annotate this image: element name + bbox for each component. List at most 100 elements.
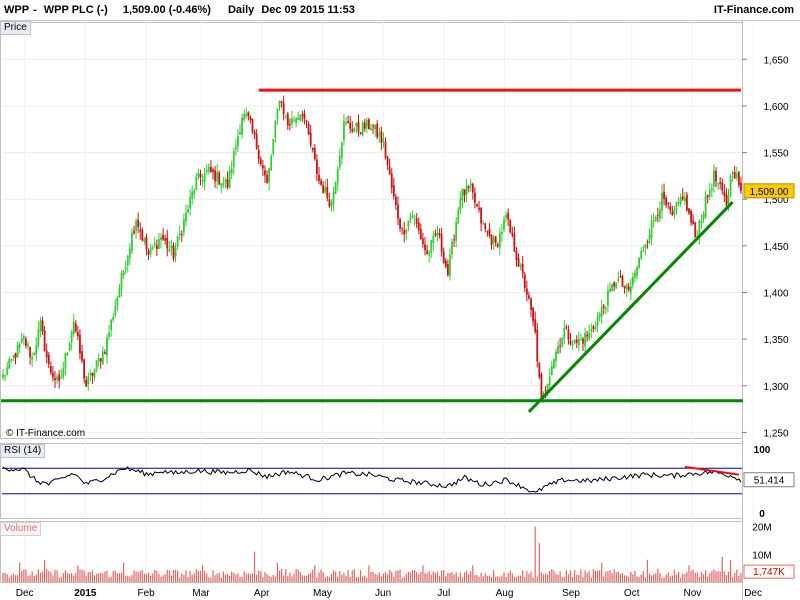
volume-bar [312,569,314,582]
volume-bar [709,572,711,582]
candle-body [407,220,410,227]
candle-body [301,114,304,116]
candle-body [257,149,260,160]
candle-body [145,236,148,250]
candle-body [64,353,67,369]
candle-body [690,210,692,223]
volume-bar [613,569,615,582]
candle-body [496,244,499,247]
candle-body [503,219,505,230]
candle-body [436,233,439,237]
candle-body [698,220,701,237]
candle-body [442,251,445,264]
candle-body [12,355,15,358]
candle-body [646,241,649,243]
volume-bar [640,574,642,582]
candle-body [332,192,335,205]
candle-body [81,351,83,361]
volume-bar [98,573,100,582]
volume-bar [179,577,181,582]
candle-body [397,204,399,219]
candle-body [43,330,46,352]
volume-bar [736,569,738,582]
candle-body [259,159,262,164]
candle-body [324,187,327,193]
candle-body [58,374,61,381]
candle-body [453,239,456,241]
volume-bar [41,571,44,582]
volume-bar [341,574,343,582]
candle-body [103,352,106,354]
volume-bar [667,572,669,582]
volume-bar [480,573,482,582]
volume-bar [89,572,91,582]
month-tick-label: Dec [16,588,34,599]
candle-body [552,359,555,369]
volume-bar [191,574,193,582]
volume-bar [297,569,299,582]
volume-bar [441,570,443,582]
candle-body [588,332,591,340]
candle-body [345,122,347,124]
candle-body [473,192,476,203]
volume-bar [524,577,526,582]
candle-body [97,358,100,361]
candle-body [309,132,312,146]
candle-body [673,208,676,214]
volume-bar [526,570,528,582]
volume-bar [580,569,582,582]
candle-body [702,214,705,220]
candle-body [413,216,416,218]
candle-body [417,222,420,231]
candle-body [187,209,189,213]
candle-body [455,222,458,241]
volume-bar [12,573,15,582]
trend-line [527,200,734,413]
candle-body [128,248,131,259]
volume-bar [270,576,272,582]
volume-bar [582,577,584,582]
volume-bar [738,575,740,582]
candle-body [382,139,385,142]
candle-body [731,172,734,174]
rsi-panel-frame [0,443,743,519]
volume-bar [411,569,414,582]
month-tick-label: Mar [192,588,210,599]
volume-bar [416,571,418,582]
volume-bar [293,573,295,582]
candle-body [322,185,325,194]
volume-bar [262,577,264,582]
volume-bar [569,570,572,582]
volume-bar [513,576,515,582]
candle-body [590,328,593,332]
candle-body [363,122,366,129]
candle-body [60,377,63,379]
volume-bar [60,577,62,582]
volume-bar [154,569,156,582]
candle-body [694,222,697,237]
volume-bar [445,576,447,582]
candle-body [467,186,470,188]
candle-body [729,176,732,196]
volume-bar [73,575,75,582]
volume-bar [482,576,484,582]
volume-bar [208,577,210,582]
candle-body [133,230,135,234]
candle-body [415,218,418,224]
candle-body [330,202,333,206]
volume-bar [235,574,237,582]
price-tick-label: 1,250 [763,428,788,439]
candle-body [282,102,285,115]
candle-body [31,356,34,360]
volume-bar [359,570,362,582]
candle-body [193,190,196,195]
volume-bar [4,572,6,582]
volume-bar [50,572,52,582]
candle-body [411,214,414,218]
volume-bar [490,577,493,582]
candle-body [47,354,50,365]
volume-bar [256,574,258,582]
volume-bar [740,573,742,582]
candle-body [230,168,233,174]
candle-body [295,118,298,124]
